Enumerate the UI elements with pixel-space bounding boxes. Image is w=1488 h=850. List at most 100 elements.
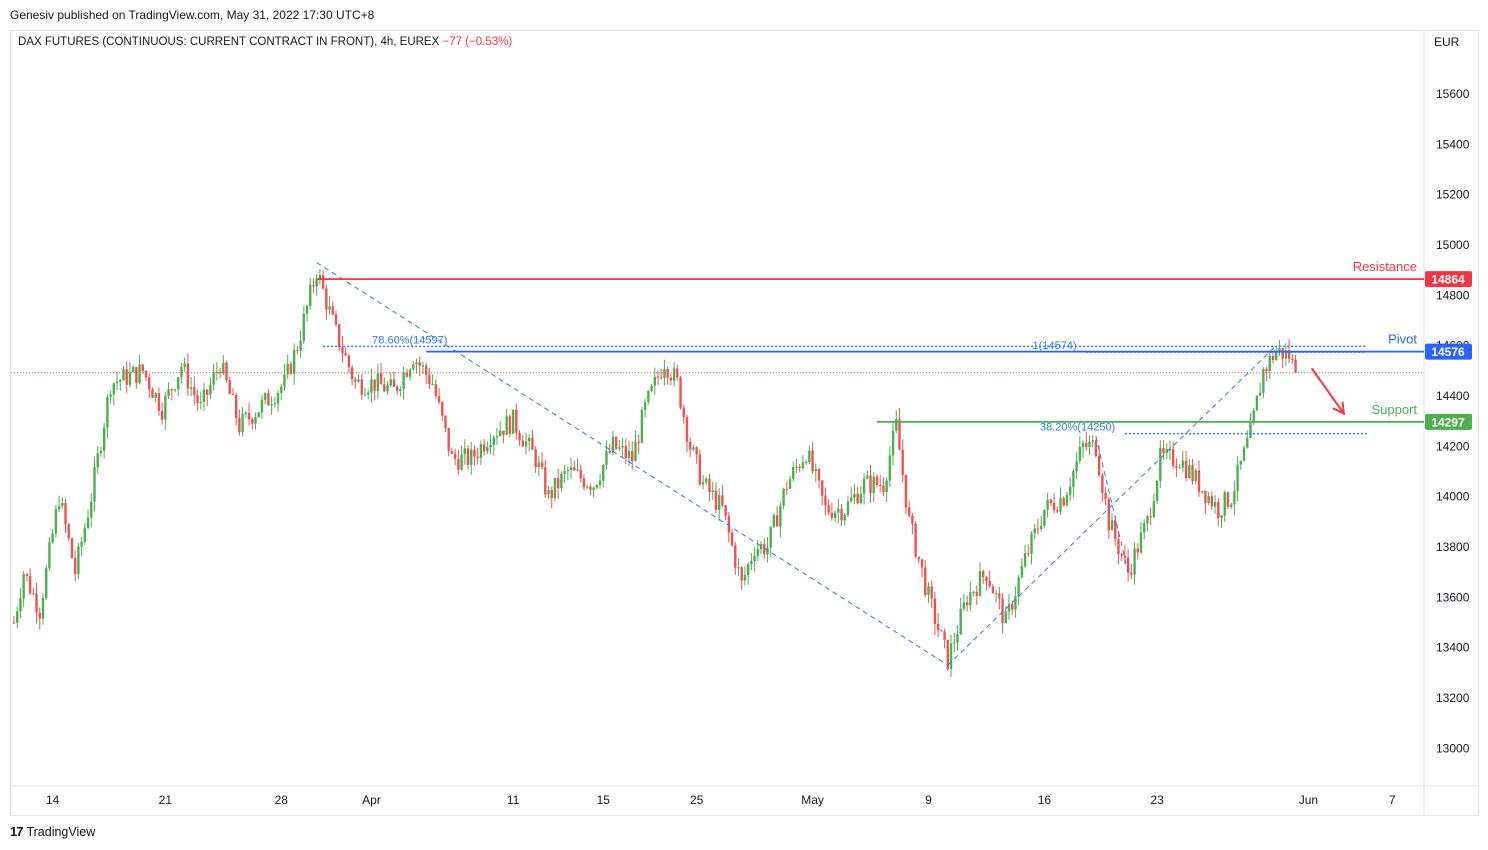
candle-body xyxy=(978,571,982,596)
candle-body xyxy=(785,488,788,490)
candle-body xyxy=(344,353,347,356)
candle-body xyxy=(982,571,985,578)
candle-body xyxy=(54,509,58,534)
candle-body xyxy=(1078,447,1082,461)
candle-body xyxy=(734,545,737,568)
candle-body xyxy=(412,364,415,370)
candle-body xyxy=(437,395,441,403)
y-tick-label: 14200 xyxy=(1436,439,1470,453)
candle-body xyxy=(376,373,380,391)
candle-body xyxy=(528,437,531,442)
fib-trend-line xyxy=(1095,436,1129,573)
candle-body xyxy=(1091,440,1094,442)
candle-body xyxy=(869,475,872,494)
candle-body xyxy=(975,591,978,596)
fib-trend-line xyxy=(947,345,1277,666)
candle-body xyxy=(441,402,444,416)
candle-body xyxy=(1217,501,1220,518)
candle-body xyxy=(328,306,331,310)
candle-body xyxy=(254,417,257,424)
candle-body xyxy=(16,611,19,623)
candle-body xyxy=(1049,499,1053,503)
candle-body xyxy=(1252,410,1255,424)
candle-body xyxy=(434,384,438,396)
candle-body xyxy=(553,478,557,499)
candle-body xyxy=(28,576,32,594)
candle-body xyxy=(283,374,286,387)
candle-body xyxy=(1056,510,1059,512)
candle-body xyxy=(837,508,840,513)
candle-body xyxy=(363,394,367,396)
candle-body xyxy=(524,441,528,447)
candle-body xyxy=(746,564,750,576)
candle-body xyxy=(717,495,721,510)
candle-body xyxy=(766,547,769,555)
candle-body xyxy=(595,485,599,488)
candle-body xyxy=(154,393,157,398)
candle-body xyxy=(424,365,428,375)
price-tag-support xyxy=(1425,413,1472,430)
candle-body xyxy=(495,435,499,438)
candle-body xyxy=(695,447,698,455)
price-tag-resistance xyxy=(1425,271,1472,288)
candle-body xyxy=(1039,525,1043,529)
candle-body xyxy=(1123,555,1127,558)
candle-body xyxy=(1265,368,1268,371)
candle-body xyxy=(817,469,821,481)
candle-body xyxy=(379,373,383,385)
candle-body xyxy=(99,450,103,454)
candle-body xyxy=(682,407,685,418)
candle-body xyxy=(1033,528,1036,534)
candle-body xyxy=(228,380,231,395)
candle-body xyxy=(943,631,946,640)
candle-body xyxy=(167,389,170,396)
candle-body xyxy=(125,369,128,385)
candle-body xyxy=(965,602,969,606)
candle-body xyxy=(148,377,151,390)
candle-body xyxy=(57,506,61,510)
price-tag-value: 14864 xyxy=(1431,273,1465,287)
candle-body xyxy=(531,437,534,450)
candle-body xyxy=(1291,358,1294,360)
candle-body xyxy=(389,379,392,386)
candle-body xyxy=(25,574,29,577)
candle-body xyxy=(463,448,466,455)
candle-body xyxy=(405,372,409,377)
candle-body xyxy=(614,436,618,449)
candle-body xyxy=(1278,348,1281,351)
candle-body xyxy=(821,480,824,496)
candle-body xyxy=(1097,455,1101,476)
candle-body xyxy=(1104,492,1107,500)
candle-body xyxy=(38,612,41,619)
candle-body xyxy=(830,512,834,519)
candle-body xyxy=(141,364,144,371)
candle-body xyxy=(1294,359,1297,373)
candle-body xyxy=(312,284,315,287)
candle-body xyxy=(244,412,248,414)
candle-body xyxy=(431,384,434,386)
level-label-support: Support xyxy=(1371,402,1417,417)
x-tick-label: 23 xyxy=(1150,793,1164,807)
footer-brand: 17 TradingView xyxy=(10,824,95,839)
candle-body xyxy=(209,384,212,395)
candle-body xyxy=(582,478,586,488)
candle-body xyxy=(534,449,537,468)
x-tick-label: Apr xyxy=(362,793,381,807)
candle-body xyxy=(1072,471,1075,487)
x-tick-label: 15 xyxy=(597,793,611,807)
y-tick-label: 13400 xyxy=(1436,641,1470,655)
candle-body xyxy=(164,395,167,420)
candle-body xyxy=(1172,449,1175,466)
candle-body xyxy=(1011,603,1014,610)
candle-body xyxy=(421,365,425,367)
symbol-legend: DAX FUTURES (CONTINUOUS: CURRENT CONTRAC… xyxy=(18,36,512,48)
candle-body xyxy=(998,593,1001,599)
candle-body xyxy=(302,313,305,341)
candle-body xyxy=(518,432,521,441)
x-tick-label: 9 xyxy=(925,793,932,807)
candle-body xyxy=(1094,440,1098,456)
candle-body xyxy=(1194,470,1197,482)
candle-body xyxy=(1178,467,1181,469)
candle-body xyxy=(875,476,879,485)
